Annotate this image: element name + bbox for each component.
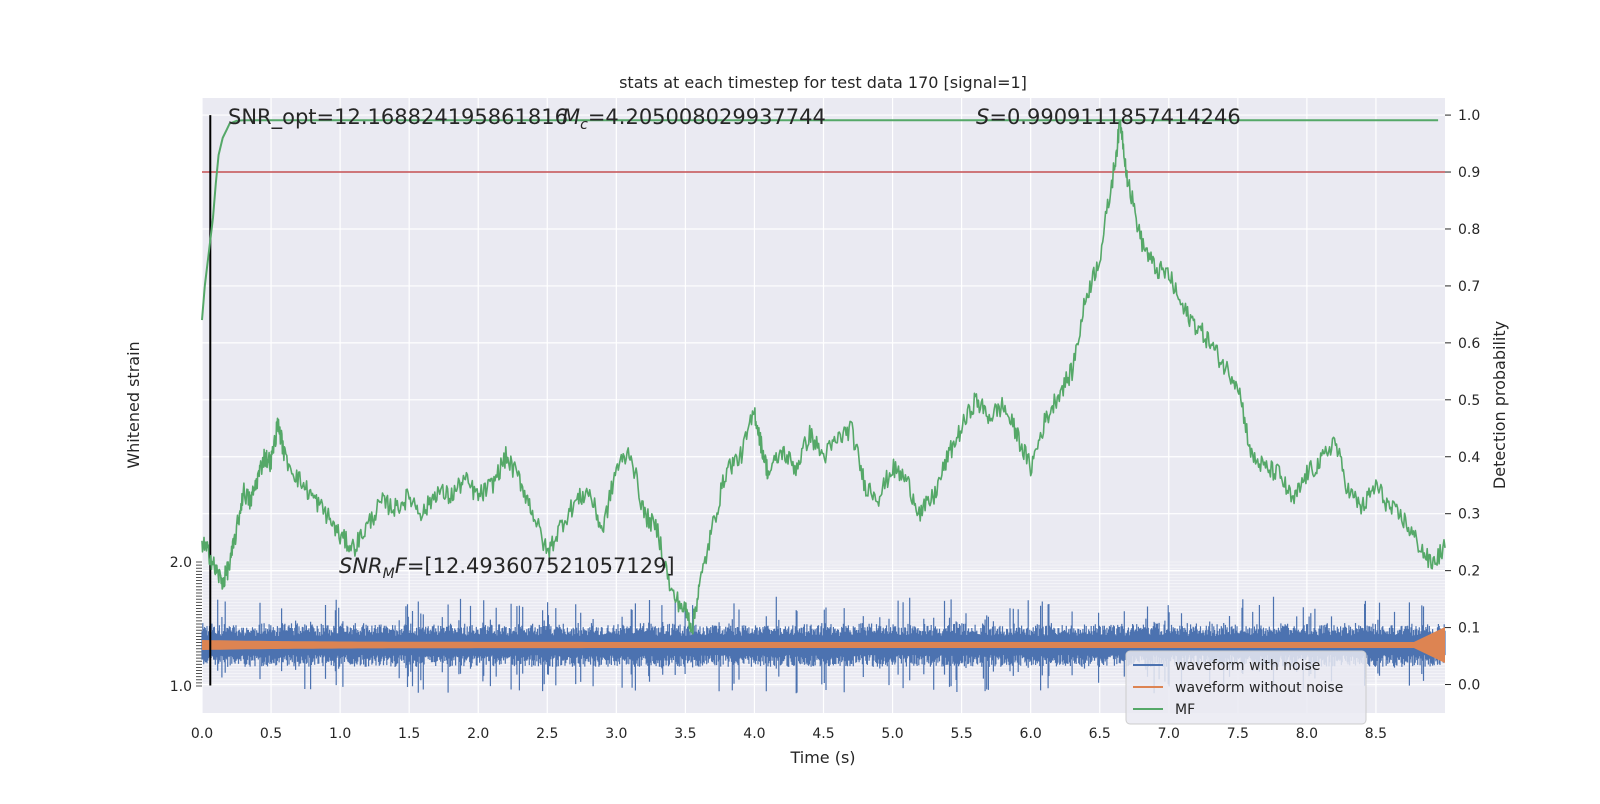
y-right-tick-label: 1.0 [1458,108,1480,124]
y-right-tick-label: 0.2 [1458,564,1480,580]
x-tick-label: 0.0 [191,726,213,742]
y-right-axis-label: Detection probability [1490,321,1509,489]
y-left-tick-label: 1.0 [170,679,192,695]
x-tick-label: 6.0 [1020,726,1042,742]
x-tick-label: 3.5 [674,726,696,742]
snr-mf-subscript: M [383,566,395,582]
y-right-tick-label: 0.8 [1458,222,1480,238]
x-tick-label: 2.5 [536,726,558,742]
annotation-snr-mf: SNRMF=[12.493607521057129] [339,554,675,582]
probability-series [201,115,1446,686]
snr-mf-f: F [395,554,408,578]
series-detection-probability [201,119,1446,635]
mc-subscript: c [580,117,588,133]
x-tick-label: 7.0 [1158,726,1180,742]
annotation-score: S=0.9909111857414246 [976,105,1241,129]
x-tick-label: 6.5 [1089,726,1111,742]
x-tick-label: 7.5 [1227,726,1249,742]
y-right-tick-label: 0.6 [1458,336,1480,352]
y-left-axis-ticks: 2.0 1.0 [170,555,192,695]
x-tick-label: 4.0 [743,726,765,742]
y-right-tick-label: 0.0 [1458,678,1480,694]
mc-symbol: M [562,105,580,129]
legend-box [1125,650,1367,725]
s-value: =0.9909111857414246 [989,105,1240,129]
legend-label-noise: waveform with noise [1175,658,1320,674]
x-tick-label: 5.0 [881,726,903,742]
snr-mf-value: =[12.493607521057129] [407,554,675,578]
x-tick-label: 5.5 [950,726,972,742]
x-tick-label: 8.0 [1296,726,1318,742]
chart-title: stats at each timestep for test data 170… [619,73,1027,92]
x-tick-label: 1.5 [398,726,420,742]
x-tick-label: 0.5 [260,726,282,742]
x-axis-ticks: 0.0 0.5 1.0 1.5 2.0 2.5 3.0 3.5 4.0 4.5 5.0 5.5 6.0 6… [191,726,1387,742]
y-right-tick-label: 0.5 [1458,393,1480,409]
mc-value: =4.205008029937744 [588,105,826,129]
legend-label-clean: waveform without noise [1175,680,1343,696]
y-left-tick-label: 2.0 [170,555,192,571]
y-right-tick-label: 0.1 [1458,621,1480,637]
y-right-tick-label: 0.9 [1458,165,1480,181]
y-right-axis-ticks: 0.0 0.1 0.2 0.3 0.4 0.5 0.6 0.7 0.8 0.9 1.0 [1445,108,1480,694]
x-tick-label: 8.5 [1365,726,1387,742]
snr-mf-symbol: SNR [339,554,383,578]
x-tick-label: 1.0 [329,726,351,742]
x-tick-label: 3.0 [605,726,627,742]
series-mf [201,119,1439,321]
series-waveform-without-noise [202,627,1445,663]
legend: waveform with noise waveform without noi… [1125,650,1367,725]
strain-series [201,596,1446,694]
annotation-chirp-mass: Mc=4.205008029937744 [562,105,826,133]
annotation-snr-opt: SNR_opt=12.168824195861816 [228,105,568,130]
x-axis-label: Time (s) [789,748,855,767]
x-tick-label: 2.0 [467,726,489,742]
y-right-tick-label: 0.4 [1458,450,1480,466]
y-left-axis-label: Whitened strain [124,341,143,468]
y-right-tick-label: 0.7 [1458,279,1480,295]
s-symbol: S [976,105,989,129]
y-right-tick-label: 0.3 [1458,507,1480,523]
x-tick-label: 4.5 [812,726,834,742]
legend-label-mf: MF [1175,702,1195,718]
